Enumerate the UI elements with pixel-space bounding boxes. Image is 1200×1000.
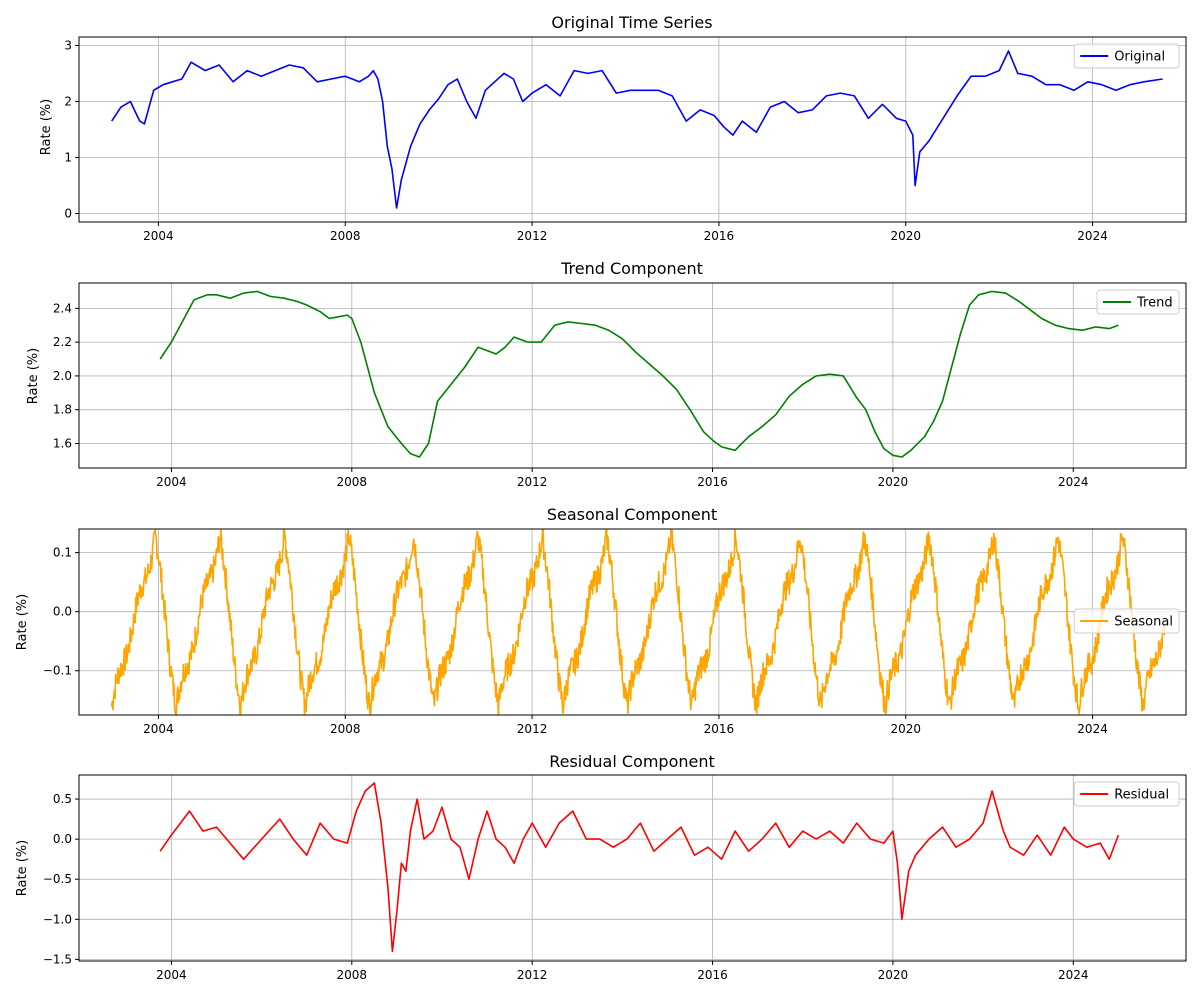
- y-tick-label: −1.5: [43, 952, 72, 966]
- legend-box: [1073, 781, 1180, 807]
- x-tick-label: 2020: [878, 475, 909, 489]
- x-tick-label: 2004: [156, 968, 187, 982]
- legend: Seasonal: [1073, 608, 1180, 634]
- y-tick-label: 1: [64, 151, 72, 165]
- plot-frame: [78, 774, 1187, 962]
- y-axis-label: Rate (%): [15, 840, 30, 896]
- x-tick-label: 2012: [517, 229, 548, 243]
- y-axis-label: Rate (%): [15, 594, 30, 650]
- legend: Trend: [1096, 289, 1180, 315]
- residual-panel: Residual Component Rate (%) 2004 2008 2012…: [15, 752, 1187, 982]
- x-tick-label: 2008: [330, 229, 361, 243]
- series-line-trend: [159, 290, 1119, 458]
- plot-frame: [78, 36, 1187, 223]
- x-tick-label: 2016: [704, 229, 735, 243]
- x-tick-label: 2004: [143, 229, 174, 243]
- y-tick-label: 0.5: [53, 792, 72, 806]
- y-tick-label: 0.1: [53, 546, 72, 560]
- y-tick-label: 2.2: [53, 335, 72, 349]
- x-tick-label: 2012: [517, 722, 548, 736]
- y-tick-label: 3: [64, 38, 72, 52]
- x-tick-label: 2004: [156, 475, 187, 489]
- y-tick-label: −1.0: [43, 912, 72, 926]
- x-tick-label: 2008: [337, 475, 368, 489]
- x-tick-label: 2024: [1077, 229, 1108, 243]
- x-tick-label: 2016: [697, 475, 728, 489]
- x-tick-label: 2004: [143, 722, 174, 736]
- legend-label: Original: [1114, 50, 1165, 65]
- legend-box: [1073, 43, 1180, 69]
- plot-frame: [78, 528, 1187, 716]
- y-tick-label: 1.6: [53, 437, 72, 451]
- legend-label: Seasonal: [1114, 615, 1173, 630]
- trend-panel: Trend Component Rate (%) 2004 2008 2012 201…: [26, 259, 1187, 489]
- x-tick-label: 2020: [878, 968, 909, 982]
- x-tick-label: 2024: [1077, 722, 1108, 736]
- series-line-original: [111, 50, 1163, 209]
- x-tick-label: 2020: [890, 229, 921, 243]
- x-tick-label: 2008: [330, 722, 361, 736]
- legend-label: Residual: [1114, 788, 1169, 803]
- x-tick-label: 2012: [517, 475, 548, 489]
- panel-title: Original Time Series: [551, 13, 712, 32]
- y-tick-label: 0.0: [53, 832, 72, 846]
- panel-title: Residual Component: [549, 752, 715, 771]
- y-tick-label: 0.0: [53, 605, 72, 619]
- y-tick-label: 0: [64, 207, 72, 221]
- y-tick-label: −0.1: [43, 664, 72, 678]
- legend: Residual: [1073, 781, 1180, 807]
- seasonal-panel: Seasonal Component Rate (%) 2004 2008 2012…: [15, 505, 1187, 736]
- legend: Original: [1073, 43, 1180, 69]
- series-line-seasonal: [110, 529, 1166, 715]
- x-tick-label: 2024: [1058, 968, 1089, 982]
- y-tick-label: 2.4: [53, 301, 72, 315]
- series-line-residual: [159, 782, 1120, 953]
- x-tick-label: 2024: [1058, 475, 1089, 489]
- y-tick-label: 2.0: [53, 369, 72, 383]
- y-axis-label: Rate (%): [39, 99, 54, 155]
- original-series-panel: Original Time Series Rate (%) 2004 2008 20…: [39, 13, 1187, 243]
- legend-box: [1073, 608, 1180, 634]
- y-tick-label: 2: [64, 94, 72, 108]
- y-axis-label: Rate (%): [26, 348, 41, 404]
- y-tick-label: 1.8: [53, 403, 72, 417]
- panel-title: Seasonal Component: [547, 505, 717, 524]
- x-tick-label: 2012: [517, 968, 548, 982]
- y-tick-label: −0.5: [43, 872, 72, 886]
- x-tick-label: 2016: [704, 722, 735, 736]
- x-tick-label: 2016: [697, 968, 728, 982]
- x-tick-label: 2020: [890, 722, 921, 736]
- legend-box: [1096, 289, 1180, 315]
- x-tick-label: 2008: [337, 968, 368, 982]
- legend-label: Trend: [1136, 296, 1173, 311]
- panel-title: Trend Component: [560, 259, 703, 278]
